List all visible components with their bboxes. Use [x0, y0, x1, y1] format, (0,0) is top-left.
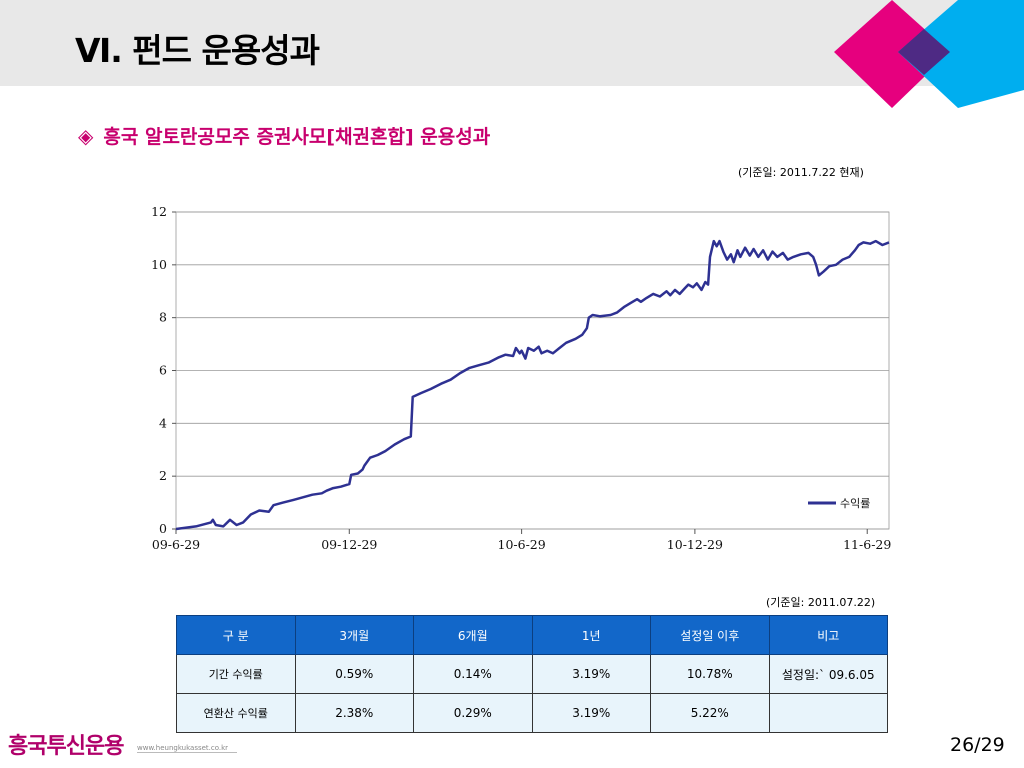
x-tick-label: 11-6-29: [843, 537, 891, 552]
table-cell: 0.14%: [413, 654, 533, 694]
x-tick-label: 10-6-29: [498, 537, 546, 552]
table-base-date: (기준일: 2011.07.22): [766, 596, 876, 609]
cyan-diamond-shape: [898, 0, 1024, 108]
page-title: Ⅵ. 펀드 운용성과: [75, 31, 320, 70]
x-tick-label: 09-12-29: [321, 537, 377, 552]
company-logo: 흥국투신운용: [8, 734, 124, 759]
series-line: [175, 239, 890, 531]
table-cell: 3.19%: [531, 693, 651, 733]
table-row: 기간 수익률 0.59% 0.14% 3.19% 10.78% 설정일:` 09…: [176, 654, 888, 694]
table-cell: 설정일:` 09.6.05: [768, 654, 888, 694]
header-cell-3m: 3개월: [294, 615, 414, 655]
table-cell: 5.22%: [650, 693, 770, 733]
header-cell-remarks: 비고: [768, 615, 888, 655]
table-header-row: 구 분 3개월 6개월 1년 설정일 이후 비고: [176, 615, 888, 655]
footer-divider: [137, 752, 237, 753]
table-cell: 3.19%: [531, 654, 651, 694]
table-cell: 0.29%: [413, 693, 533, 733]
y-tick-label: 4: [159, 415, 167, 430]
page-number: 26/29: [950, 734, 1005, 756]
chart-base-date: (기준일: 2011.7.22 현재): [738, 166, 864, 179]
company-url: www.heungkukasset.co.kr: [137, 744, 229, 752]
y-tick-label: 2: [159, 468, 167, 483]
table-cell: [768, 693, 888, 733]
diamond-icon: ◈: [78, 123, 94, 148]
section-title: ◈ 흥국 알토란공모주 증권사모[채권혼합] 운용성과: [78, 122, 490, 149]
y-tick-label: 6: [159, 363, 167, 378]
section-title-text: 흥국 알토란공모주 증권사모[채권혼합] 운용성과: [103, 126, 491, 148]
decorative-diamonds: [834, 0, 1024, 108]
y-tick-label: 0: [159, 521, 167, 536]
pink-diamond-shape: [834, 0, 950, 108]
header-cell-since-inception: 설정일 이후: [650, 615, 770, 655]
table-cell: 2.38%: [294, 693, 414, 733]
performance-line-chart: 0 2 4 6 8 10 12 09-6-29 09-12-29 10-6-29 10-12-29 1…: [151, 204, 891, 552]
header-cell-6m: 6개월: [413, 615, 533, 655]
table-cell: 10.78%: [650, 654, 770, 694]
header-cell-category: 구 분: [176, 615, 296, 655]
table-row: 연환산 수익률 2.38% 0.29% 3.19% 5.22%: [176, 693, 888, 733]
row-label: 기간 수익률: [176, 654, 296, 694]
x-tick-label: 10-12-29: [667, 537, 723, 552]
header-cell-1y: 1년: [531, 615, 651, 655]
x-tick-label: 09-6-29: [152, 537, 200, 552]
row-label: 연환산 수익률: [176, 693, 296, 733]
performance-table: 구 분 3개월 6개월 1년 설정일 이후 비고 기간 수익률 0.59% 0.…: [176, 615, 888, 733]
purple-diamond-shape: [898, 29, 950, 75]
y-tick-label: 8: [159, 310, 167, 325]
y-tick-label: 10: [151, 257, 167, 272]
y-tick-label: 12: [151, 204, 167, 219]
legend-label: 수익률: [840, 497, 870, 510]
table-cell: 0.59%: [294, 654, 414, 694]
